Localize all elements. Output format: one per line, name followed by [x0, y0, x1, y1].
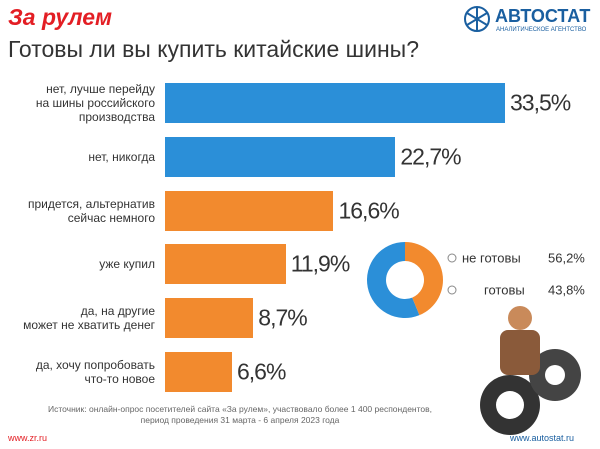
value-label: 22,7%	[400, 143, 461, 170]
donut-slice	[405, 242, 443, 316]
value-label: 8,7%	[258, 304, 307, 331]
category-label: придется, альтернатив сейчас немного	[28, 196, 155, 225]
value-label: 33,5%	[510, 89, 571, 116]
donut-slice	[366, 242, 420, 318]
legend-dot	[447, 253, 457, 263]
logo-right: АВТОСТАТ	[495, 6, 591, 26]
value-label: 43,8%	[548, 282, 585, 298]
url-left: www.zr.ru	[8, 433, 48, 443]
bar	[165, 190, 334, 231]
legend-label: готовы	[484, 282, 525, 298]
url-right: www.autostat.ru	[510, 433, 575, 443]
value-label: 56,2%	[548, 250, 585, 266]
mechanic-illustration	[480, 306, 581, 435]
value-label: 6,6%	[236, 358, 286, 385]
category-label: да, хочу попробовать что-то новое	[35, 358, 155, 386]
bar	[165, 298, 254, 339]
legend-label: не готовы	[462, 250, 521, 266]
category-label: нет, никогда	[88, 149, 155, 164]
category-label: нет, лучше перейду на шины российского п…	[35, 82, 155, 124]
logo-right-sub: АНАЛИТИЧЕСКОЕ АГЕНТСТВО	[496, 27, 587, 33]
logo-icon	[464, 6, 490, 32]
bar	[165, 136, 396, 177]
value-label: 11,9%	[290, 250, 351, 277]
value-label: 16,6%	[338, 197, 399, 224]
bar	[165, 352, 232, 392]
category-label: уже купил	[99, 257, 155, 272]
bar	[165, 244, 286, 285]
source-note: Источник: онлайн-опрос посетителей сайта…	[47, 404, 433, 425]
logo-left: За рулем	[8, 4, 113, 30]
legend-dot	[447, 285, 457, 295]
bar	[165, 83, 505, 123]
chart-title: Готовы ли вы купить китайские шины?	[8, 36, 419, 62]
category-label: да, на другие может не хватить денег	[23, 304, 155, 333]
